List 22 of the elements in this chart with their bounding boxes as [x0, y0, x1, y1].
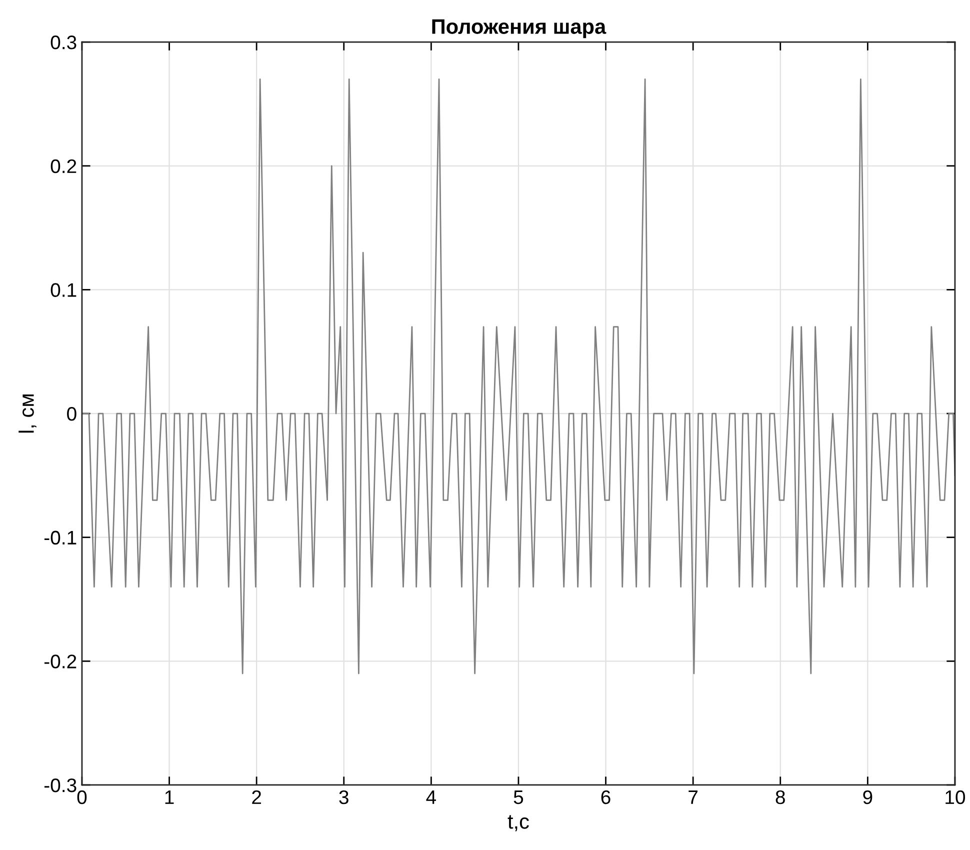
x-tick-label: 10	[946, 790, 966, 804]
x-tick-label: 7	[688, 790, 698, 804]
x-tick-label: 1	[165, 790, 174, 804]
y-tick-label: 0	[67, 406, 76, 421]
x-tick-label: 8	[776, 790, 785, 804]
x-tick-label: 3	[339, 790, 348, 804]
y-tick-label: 0.3	[50, 36, 76, 50]
x-axis-title: t,c	[508, 815, 529, 832]
y-tick-label: -0.1	[44, 530, 76, 545]
y-tick-label: -0.2	[44, 654, 76, 668]
chart-title: Положения шара	[432, 19, 606, 38]
x-tick-label: 0	[77, 790, 87, 804]
x-tick-label: 5	[514, 790, 524, 804]
x-tick-label: 9	[863, 790, 872, 804]
line-series	[82, 78, 955, 674]
y-tick-label: -0.3	[44, 778, 76, 792]
x-tick-label: 4	[426, 790, 436, 804]
y-tick-label: 0.2	[50, 159, 76, 174]
x-tick-label: 6	[601, 790, 610, 804]
y-axis-title: l, см	[18, 394, 36, 433]
y-tick-label: 0.1	[50, 283, 76, 297]
x-tick-label: 2	[252, 790, 261, 804]
